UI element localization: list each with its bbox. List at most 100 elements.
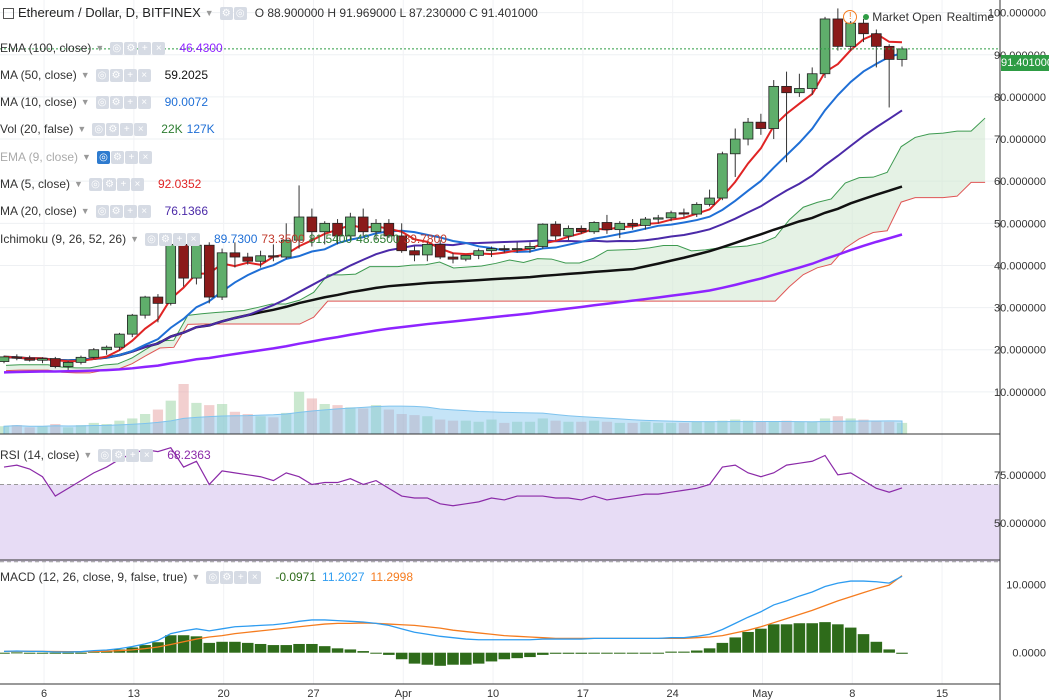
alert-icon[interactable]: ! (843, 10, 858, 24)
close-icon[interactable]: × (130, 177, 144, 191)
chevron-down-icon[interactable]: ▼ (130, 234, 139, 244)
indicator-name[interactable]: Ichimoku (9, 26, 52, 26) (0, 232, 127, 246)
visibility-icon[interactable]: ◎ (206, 570, 220, 584)
volume-bar (75, 425, 87, 434)
settings-icon[interactable]: ⚙ (159, 232, 172, 246)
candle-body (383, 222, 395, 237)
macd-controls[interactable]: ◎ ⚙ + × (206, 570, 262, 584)
candles[interactable] (0, 8, 908, 370)
candle (819, 16, 831, 78)
candle-body (627, 222, 638, 226)
collapse-icon[interactable] (3, 7, 14, 19)
close-icon[interactable]: × (248, 570, 262, 584)
add-icon[interactable]: + (173, 232, 186, 246)
macd-label[interactable]: MACD (12, 26, close, 9, false, true) (0, 570, 188, 584)
add-icon[interactable]: + (116, 177, 130, 191)
add-icon[interactable]: + (120, 122, 134, 136)
indicator-controls[interactable]: ◎ ⚙ + × (95, 204, 151, 218)
visibility-icon[interactable]: ◎ (95, 68, 109, 82)
indicator-controls[interactable]: ◎ ⚙ + × (96, 150, 152, 164)
indicator-name[interactable]: MA (5, close) (0, 177, 71, 191)
visibility-icon[interactable]: ◎ (95, 95, 109, 109)
macd-histogram-bar (793, 623, 806, 653)
close-icon[interactable]: × (138, 150, 152, 164)
add-icon[interactable]: + (123, 204, 137, 218)
chevron-down-icon[interactable]: ▼ (83, 450, 93, 460)
indicator-controls[interactable]: ◎ ⚙ + × (110, 41, 166, 55)
chevron-down-icon[interactable]: ▼ (204, 8, 214, 18)
header-controls[interactable]: ⚙ ◎ (219, 6, 247, 20)
rsi-controls[interactable]: ◎ ⚙ + × (98, 448, 154, 462)
macd-histogram-bar (755, 628, 767, 653)
settings-icon[interactable]: ⚙ (124, 41, 138, 55)
visibility-icon[interactable]: ◎ (98, 448, 112, 462)
volume-bar (216, 404, 228, 434)
visibility-icon[interactable]: ◎ (110, 41, 124, 55)
macd-histogram-bar (331, 648, 344, 653)
volume-bar (165, 400, 176, 434)
close-icon[interactable]: × (187, 232, 200, 246)
volume-bar (178, 384, 189, 434)
close-icon[interactable]: × (140, 448, 154, 462)
chevron-down-icon[interactable]: ▼ (80, 97, 90, 107)
visibility-icon[interactable]: ◎ (233, 6, 247, 20)
chevron-down-icon[interactable]: ▼ (95, 43, 105, 53)
volume-bar (370, 405, 382, 434)
chevron-down-icon[interactable]: ▼ (82, 152, 91, 162)
candle (742, 117, 754, 146)
chevron-down-icon[interactable]: ▼ (74, 179, 83, 189)
settings-icon[interactable]: ⚙ (109, 204, 123, 218)
indicator-name[interactable]: Vol (20, false) (0, 122, 74, 136)
ma-20-line (3, 109, 903, 362)
close-icon[interactable]: × (137, 204, 151, 218)
indicator-name[interactable]: MA (50, close) (0, 68, 77, 82)
add-icon[interactable]: + (138, 41, 152, 55)
indicator-value: 127K (186, 122, 215, 136)
visibility-icon[interactable]: ◎ (145, 232, 158, 246)
settings-icon[interactable]: ⚙ (220, 570, 234, 584)
add-icon[interactable]: + (123, 95, 137, 109)
chevron-down-icon[interactable]: ▼ (77, 124, 87, 134)
visibility-icon[interactable]: ◎ (96, 150, 110, 164)
indicator-controls[interactable]: ◎ ⚙ + × (145, 232, 200, 246)
indicator-name[interactable]: MA (10, close) (0, 95, 77, 109)
add-icon[interactable]: + (234, 570, 248, 584)
settings-icon[interactable]: ⚙ (112, 448, 126, 462)
add-icon[interactable]: + (126, 448, 140, 462)
rsi-label[interactable]: RSI (14, close) (0, 448, 80, 462)
indicator-name[interactable]: EMA (9, close) (0, 150, 79, 164)
indicator-name[interactable]: MA (20, close) (0, 204, 77, 218)
visibility-icon[interactable]: ◎ (88, 177, 102, 191)
settings-icon[interactable]: ⚙ (106, 122, 120, 136)
volume-bar (601, 421, 613, 434)
settings-icon[interactable]: ⚙ (219, 6, 233, 20)
visibility-icon[interactable]: ◎ (95, 204, 109, 218)
candle (640, 217, 651, 230)
indicator-controls[interactable]: ◎ ⚙ + × (95, 95, 151, 109)
visibility-icon[interactable]: ◎ (92, 122, 106, 136)
indicator-controls[interactable]: ◎ ⚙ + × (95, 68, 151, 82)
indicator-controls[interactable]: ◎ ⚙ + × (88, 177, 144, 191)
settings-icon[interactable]: ⚙ (109, 68, 123, 82)
add-icon[interactable]: + (123, 68, 137, 82)
close-icon[interactable]: × (134, 122, 148, 136)
close-icon[interactable]: × (152, 41, 166, 55)
rsi-line (3, 447, 903, 507)
candle (755, 113, 767, 135)
settings-icon[interactable]: ⚙ (110, 150, 124, 164)
chevron-down-icon[interactable]: ▼ (80, 206, 90, 216)
close-icon[interactable]: × (137, 95, 151, 109)
indicator-controls[interactable]: ◎ ⚙ + × (92, 122, 148, 136)
indicator-name[interactable]: EMA (100, close) (0, 41, 92, 55)
add-icon[interactable]: + (124, 150, 138, 164)
symbol-title[interactable]: Ethereum / Dollar, D, BITFINEX (18, 5, 201, 20)
close-icon[interactable]: × (137, 68, 151, 82)
candle (473, 248, 484, 260)
chevron-down-icon[interactable]: ▼ (191, 572, 201, 582)
settings-icon[interactable]: ⚙ (102, 177, 116, 191)
chevron-down-icon[interactable]: ▼ (80, 70, 90, 80)
candle (319, 221, 330, 245)
x-tick-label: 24 (667, 688, 679, 700)
settings-icon[interactable]: ⚙ (109, 95, 123, 109)
